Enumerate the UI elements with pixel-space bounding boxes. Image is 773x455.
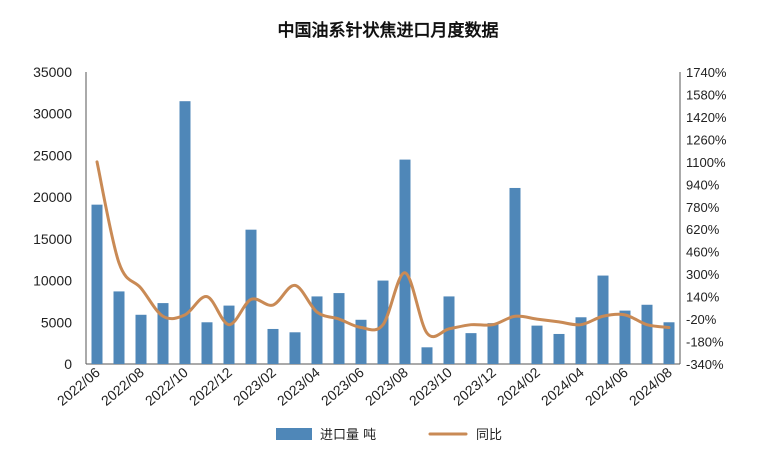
bar [399, 159, 411, 364]
bar [157, 303, 169, 364]
y-right-tick-label: 300% [686, 267, 720, 282]
y-right-tick-label: 460% [686, 245, 720, 260]
y-right-tick-label: 1260% [686, 132, 727, 147]
y-right-tick-label: 1580% [686, 87, 727, 102]
x-tick-label: 2024/04 [538, 364, 587, 409]
bar [487, 323, 499, 364]
legend-swatch-bars [276, 428, 312, 440]
y-left-tick-label: 25000 [33, 147, 72, 163]
bar [113, 291, 125, 364]
bar [421, 347, 433, 364]
bar [355, 319, 367, 364]
y-right-tick-label: -340% [686, 357, 724, 372]
bar [179, 101, 191, 364]
yoy-line [95, 160, 671, 339]
y-right-tick-label: -180% [686, 335, 724, 350]
bar [223, 305, 235, 364]
bar [311, 296, 323, 364]
legend: 进口量 吨 同比 [276, 428, 502, 443]
plot-area: 0 5000 10000 15000 20000 25000 30000 35000 -340%… [33, 64, 727, 409]
bar [333, 293, 345, 364]
bar [267, 328, 279, 364]
bar [575, 317, 587, 364]
bar [619, 310, 631, 364]
x-tick-label: 2023/08 [362, 364, 411, 409]
bar [135, 314, 147, 364]
x-tick-label: 2022/08 [98, 364, 147, 409]
y-right-tick-label: 780% [686, 200, 720, 215]
y-left-tick-label: 5000 [41, 314, 72, 330]
y-left-tick-label: 10000 [33, 273, 72, 289]
legend-label-bars: 进口量 吨 [320, 428, 376, 443]
y-right-tick-label: 940% [686, 177, 720, 192]
y-left-tick-label: 0 [64, 356, 72, 372]
bar [597, 275, 609, 364]
x-tick-label: 2023/06 [318, 364, 367, 409]
bar [663, 322, 675, 364]
bar [91, 204, 103, 364]
legend-label-line: 同比 [476, 428, 502, 443]
bar [509, 187, 521, 364]
x-tick-label: 2023/04 [274, 364, 323, 409]
bar [201, 322, 213, 364]
x-tick-label: 2024/02 [494, 364, 543, 409]
x-tick-label: 2022/10 [142, 364, 191, 409]
y-right-tick-label: 1740% [686, 65, 727, 80]
bar [641, 304, 653, 364]
bar [531, 325, 543, 364]
chart-title: 中国油系针状焦进口月度数据 [278, 20, 499, 41]
y-right-tick-label: 620% [686, 222, 720, 237]
y-right-tick-label: -20% [686, 312, 717, 327]
x-tick-label: 2023/10 [406, 364, 455, 409]
x-tick-label: 2023/02 [230, 364, 279, 409]
x-tick-label: 2022/06 [54, 364, 103, 409]
y-left-tick-label: 35000 [33, 64, 72, 80]
y-left-tick-label: 20000 [33, 189, 72, 205]
y-right-tick-label: 1420% [686, 110, 727, 125]
bar [553, 333, 565, 364]
bar [245, 229, 257, 364]
y-right-tick-label: 140% [686, 290, 720, 305]
x-tick-label: 2023/12 [450, 364, 499, 409]
x-tick-label: 2024/08 [626, 364, 675, 409]
x-tick-label: 2022/12 [186, 364, 235, 409]
y-left-tick-label: 30000 [33, 106, 72, 122]
y-right-tick-label: 1100% [686, 155, 726, 170]
bar [289, 332, 301, 364]
bar [465, 333, 477, 364]
y-left-tick-label: 15000 [33, 231, 72, 247]
x-tick-label: 2024/06 [582, 364, 631, 409]
